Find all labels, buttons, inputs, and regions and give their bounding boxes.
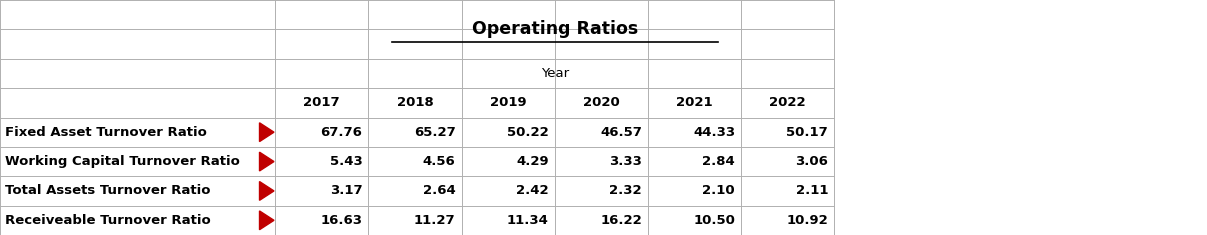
Text: 11.27: 11.27 bbox=[414, 214, 455, 227]
Text: 10.50: 10.50 bbox=[693, 214, 735, 227]
Text: 2.10: 2.10 bbox=[702, 184, 735, 197]
Text: 10.92: 10.92 bbox=[787, 214, 828, 227]
Text: Year: Year bbox=[541, 67, 568, 80]
Text: 2019: 2019 bbox=[490, 96, 526, 109]
Text: 3.06: 3.06 bbox=[795, 155, 828, 168]
Text: Working Capital Turnover Ratio: Working Capital Turnover Ratio bbox=[5, 155, 240, 168]
Text: 16.63: 16.63 bbox=[320, 214, 362, 227]
Text: Operating Ratios: Operating Ratios bbox=[472, 20, 637, 38]
Text: 50.22: 50.22 bbox=[507, 126, 549, 139]
Polygon shape bbox=[260, 181, 274, 200]
Text: 65.27: 65.27 bbox=[414, 126, 455, 139]
Polygon shape bbox=[260, 123, 274, 141]
Text: 2017: 2017 bbox=[303, 96, 340, 109]
Text: 2.32: 2.32 bbox=[610, 184, 642, 197]
Text: 3.17: 3.17 bbox=[330, 184, 362, 197]
Text: 2.42: 2.42 bbox=[517, 184, 549, 197]
Text: 11.34: 11.34 bbox=[507, 214, 549, 227]
Text: 67.76: 67.76 bbox=[321, 126, 362, 139]
Text: 4.29: 4.29 bbox=[517, 155, 549, 168]
Text: 50.17: 50.17 bbox=[787, 126, 828, 139]
Text: Receiveable Turnover Ratio: Receiveable Turnover Ratio bbox=[5, 214, 210, 227]
Text: 2020: 2020 bbox=[583, 96, 619, 109]
Text: 2018: 2018 bbox=[397, 96, 433, 109]
Text: 16.22: 16.22 bbox=[600, 214, 642, 227]
Text: 2.11: 2.11 bbox=[795, 184, 828, 197]
Text: 5.43: 5.43 bbox=[330, 155, 362, 168]
Text: 46.57: 46.57 bbox=[600, 126, 642, 139]
Text: Total Assets Turnover Ratio: Total Assets Turnover Ratio bbox=[5, 184, 210, 197]
Text: Fixed Asset Turnover Ratio: Fixed Asset Turnover Ratio bbox=[5, 126, 206, 139]
Text: 2021: 2021 bbox=[676, 96, 713, 109]
Polygon shape bbox=[260, 152, 274, 171]
Text: 2022: 2022 bbox=[769, 96, 806, 109]
Text: 4.56: 4.56 bbox=[422, 155, 455, 168]
Polygon shape bbox=[260, 211, 274, 230]
Text: 3.33: 3.33 bbox=[610, 155, 642, 168]
Text: 2.84: 2.84 bbox=[702, 155, 735, 168]
Text: 2.64: 2.64 bbox=[422, 184, 455, 197]
Text: 44.33: 44.33 bbox=[693, 126, 735, 139]
